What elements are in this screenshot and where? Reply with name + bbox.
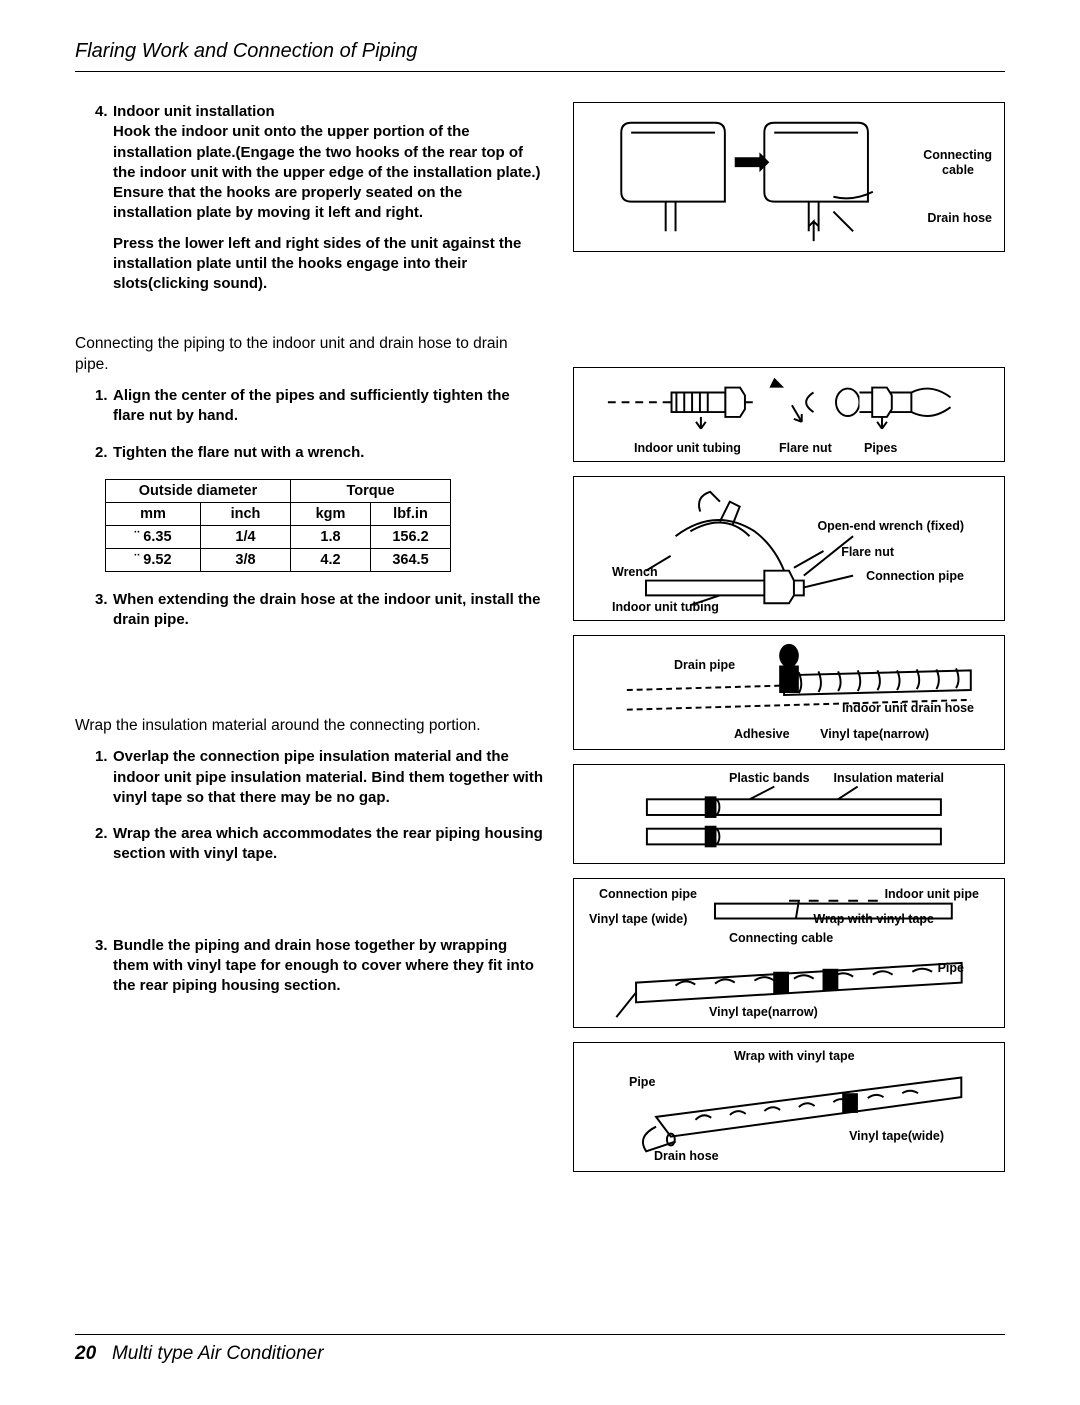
pstep1-text: Align the center of the pipes and suffic… bbox=[113, 386, 543, 427]
fig3-connpipe: Connection pipe bbox=[866, 569, 964, 583]
fig6-wrap: Wrap with vinyl tape bbox=[813, 912, 934, 926]
fig6-pipe: Pipe bbox=[938, 961, 964, 975]
figure-bundle2: Wrap with vinyl tape Pipe Vinyl tape(wid… bbox=[573, 1042, 1005, 1172]
fig4-drainpipe: Drain pipe bbox=[674, 658, 735, 672]
wstep3-text: Bundle the piping and drain hose togethe… bbox=[113, 936, 543, 997]
pstep2-num: 2. bbox=[95, 443, 113, 463]
fig7-pipe: Pipe bbox=[629, 1075, 655, 1089]
fig6-cable: Connecting cable bbox=[729, 931, 833, 945]
step4-title: Indoor unit installation bbox=[113, 103, 275, 120]
step4-num: 4. bbox=[95, 102, 113, 294]
fig4-adhesive: Adhesive bbox=[734, 727, 790, 741]
pstep3-num: 3. bbox=[95, 590, 113, 631]
fig3-flarenut: Flare nut bbox=[841, 545, 894, 559]
fig3-indoor: Indoor unit tubing bbox=[612, 600, 719, 614]
fig3-openend: Open-end wrench (fixed) bbox=[817, 519, 964, 533]
pstep1-num: 1. bbox=[95, 386, 113, 427]
pstep2-text: Tighten the flare nut with a wrench. bbox=[113, 443, 364, 463]
fig2-tubing: Indoor unit tubing bbox=[634, 441, 741, 455]
r2d: 364.5 bbox=[371, 548, 451, 571]
wstep1-num: 1. bbox=[95, 747, 113, 808]
figure-install: Connecting cable Drain hose bbox=[573, 102, 1005, 252]
wstep2-num: 2. bbox=[95, 824, 113, 865]
footer-title: Multi type Air Conditioner bbox=[112, 1343, 324, 1364]
fig4-vinyl: Vinyl tape(narrow) bbox=[820, 727, 929, 741]
page-number: 20 bbox=[75, 1343, 96, 1364]
th-mm: mm bbox=[106, 502, 201, 525]
r1c: 1.8 bbox=[291, 525, 371, 548]
fig1-connecting: Connecting bbox=[923, 148, 992, 162]
fig7-wrap: Wrap with vinyl tape bbox=[734, 1049, 855, 1063]
r2b: 3/8 bbox=[201, 548, 291, 571]
pstep1: 1. Align the center of the pipes and suf… bbox=[95, 386, 543, 427]
step4: 4. Indoor unit installation Hook the ind… bbox=[95, 102, 543, 294]
fig2-flarenut: Flare nut bbox=[779, 441, 832, 455]
fig5-insul: Insulation material bbox=[834, 771, 944, 785]
r2c: 4.2 bbox=[291, 548, 371, 571]
fig3-wrench: Wrench bbox=[612, 565, 658, 579]
pstep3-text: When extending the drain hose at the ind… bbox=[113, 590, 543, 631]
wrap-intro: Wrap the insulation material around the … bbox=[75, 716, 543, 737]
th-kgm: kgm bbox=[291, 502, 371, 525]
figure-drainpipe: Drain pipe Indoor unit drain hose Adhesi… bbox=[573, 635, 1005, 750]
fig5-bands: Plastic bands bbox=[729, 771, 810, 785]
fig1-cable: cable bbox=[942, 163, 974, 177]
fig1-drainhose: Drain hose bbox=[927, 211, 992, 225]
figure-insulation: Plastic bands Insulation material bbox=[573, 764, 1005, 864]
figure-bundle1: Connection pipe Indoor unit pipe Vinyl t… bbox=[573, 878, 1005, 1028]
th-inch: inch bbox=[201, 502, 291, 525]
r1a: ¨ 6.35 bbox=[106, 525, 201, 548]
wstep2: 2. Wrap the area which accommodates the … bbox=[95, 824, 543, 865]
th-torque: Torque bbox=[291, 479, 451, 502]
wstep3-num: 3. bbox=[95, 936, 113, 997]
fig7-wide: Vinyl tape(wide) bbox=[849, 1129, 944, 1143]
r2a: ¨ 9.52 bbox=[106, 548, 201, 571]
figure-flarenut: Indoor unit tubing Flare nut Pipes bbox=[573, 367, 1005, 462]
wstep3: 3. Bundle the piping and drain hose toge… bbox=[95, 936, 543, 997]
step4-body1: Hook the indoor unit onto the upper port… bbox=[113, 123, 541, 221]
torque-table: Outside diameter Torque mm inch kgm lbf.… bbox=[105, 479, 451, 572]
pstep2: 2. Tighten the flare nut with a wrench. bbox=[95, 443, 543, 463]
th-outside: Outside diameter bbox=[106, 479, 291, 502]
piping-intro: Connecting the piping to the indoor unit… bbox=[75, 334, 543, 376]
r1d: 156.2 bbox=[371, 525, 451, 548]
fig6-wide: Vinyl tape (wide) bbox=[589, 912, 687, 926]
fig4-hose: Indoor unit drain hose bbox=[842, 701, 974, 715]
fig6-narrow: Vinyl tape(narrow) bbox=[709, 1005, 818, 1019]
wstep1-text: Overlap the connection pipe insulation m… bbox=[113, 747, 543, 808]
fig7-drain: Drain hose bbox=[654, 1149, 719, 1163]
wstep2-text: Wrap the area which accommodates the rea… bbox=[113, 824, 543, 865]
th-lbfin: lbf.in bbox=[371, 502, 451, 525]
page-header: Flaring Work and Connection of Piping bbox=[75, 40, 1005, 72]
fig6-unit: Indoor unit pipe bbox=[885, 887, 979, 901]
r1b: 1/4 bbox=[201, 525, 291, 548]
fig2-pipes: Pipes bbox=[864, 441, 897, 455]
page-footer: 20 Multi type Air Conditioner bbox=[75, 1334, 1005, 1365]
figure-wrench: Open-end wrench (fixed) Flare nut Connec… bbox=[573, 476, 1005, 621]
wstep1: 1. Overlap the connection pipe insulatio… bbox=[95, 747, 543, 808]
pstep3: 3. When extending the drain hose at the … bbox=[95, 590, 543, 631]
step4-body2: Press the lower left and right sides of … bbox=[113, 234, 543, 295]
fig6-conn: Connection pipe bbox=[599, 887, 697, 901]
